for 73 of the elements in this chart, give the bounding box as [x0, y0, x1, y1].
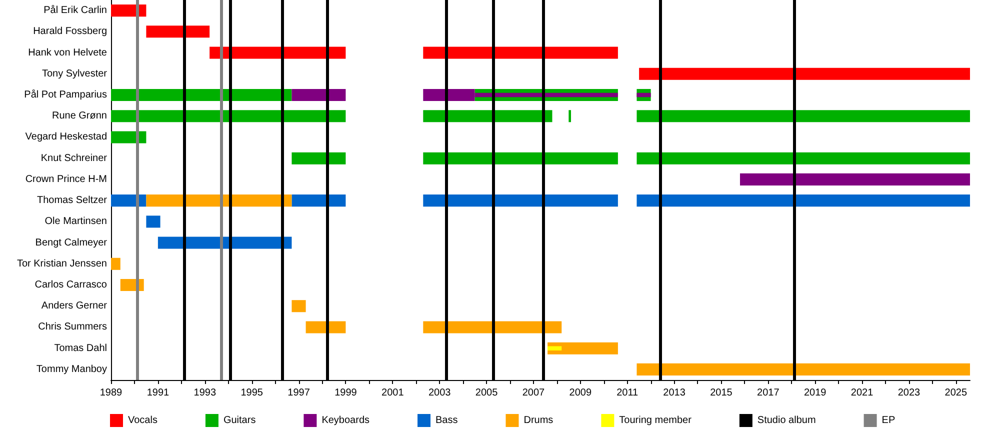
- x-tick-label: 1991: [146, 388, 170, 398]
- y-tick-label: Carlos Carrasco: [34, 280, 108, 290]
- y-tick-label: Tommy Manboy: [36, 364, 107, 375]
- x-tick-label: 1989: [100, 388, 123, 398]
- x-tick-label: 2021: [850, 388, 874, 398]
- x-tick-label: 2011: [616, 388, 639, 398]
- y-tick-label: Tony Sylvester: [42, 68, 108, 80]
- y-tick-label: Tor Kristian Jenssen: [16, 258, 107, 270]
- y-tick-label: Vegard Heskestad: [25, 132, 107, 143]
- legend-label: Drums: [524, 415, 554, 426]
- y-tick-label: Ole Martinsen: [44, 216, 107, 228]
- y-tick-label: Pål Pot Pamparius: [24, 88, 107, 100]
- x-tick-label: 2001: [382, 388, 404, 398]
- bar: [636, 110, 970, 122]
- bar: [636, 194, 970, 207]
- x-tick-label: 2009: [569, 388, 592, 398]
- legend-label: Guitars: [223, 415, 256, 426]
- bar: [636, 152, 970, 164]
- bar: [146, 194, 292, 207]
- x-tick-label: 1997: [288, 388, 310, 398]
- legend-label: EP: [882, 415, 896, 426]
- bar: [636, 92, 651, 98]
- bar: [548, 342, 618, 354]
- y-tick-label: Anders Gerner: [41, 300, 108, 312]
- y-tick-label: Rune Grønn: [52, 110, 107, 122]
- bar: [548, 346, 562, 350]
- y-tick-label: Tomas Dahl: [54, 342, 107, 354]
- y-tick-label: Hank von Helvete: [28, 47, 108, 58]
- bar: [146, 26, 210, 38]
- legend-label: Touring member: [619, 415, 692, 426]
- bar: [292, 88, 346, 102]
- bar: [568, 110, 572, 122]
- bar: [306, 321, 346, 334]
- bar: [292, 152, 346, 164]
- bar: [111, 110, 346, 122]
- y-tick-label: Pål Erik Carlin: [44, 4, 107, 16]
- x-tick-label: 1993: [194, 388, 216, 398]
- bar: [423, 46, 618, 59]
- y-tick-label: Knut Schreiner: [40, 152, 108, 164]
- legend-label: Keyboards: [322, 415, 370, 426]
- bar: [292, 194, 346, 207]
- x-tick-label: 2019: [804, 388, 827, 398]
- x-tick-label: 2017: [757, 388, 780, 398]
- y-tick-label: Harald Fossberg: [33, 26, 107, 38]
- y-tick-label: Chris Summers: [38, 322, 107, 333]
- bar: [423, 321, 562, 334]
- bar: [146, 216, 160, 228]
- x-tick-label: 1995: [240, 388, 264, 398]
- bar: [423, 152, 618, 164]
- x-tick-label: 2015: [710, 388, 733, 398]
- x-tick-label: 2007: [522, 388, 546, 398]
- legend-label: Vocals: [128, 415, 158, 426]
- x-tick-label: 2003: [428, 388, 452, 398]
- x-tick-label: 2023: [898, 388, 921, 398]
- bar: [292, 300, 306, 312]
- bar: [740, 173, 970, 186]
- y-tick-label: Bengt Calmeyer: [35, 237, 108, 248]
- bar: [423, 194, 618, 207]
- bar: [111, 88, 292, 102]
- bar: [111, 258, 120, 270]
- legend-label: Studio album: [757, 415, 816, 426]
- x-tick-label: 2013: [663, 388, 686, 398]
- bar: [111, 131, 146, 144]
- y-tick-label: Thomas Seltzer: [36, 195, 108, 206]
- x-tick-label: 1999: [334, 388, 358, 398]
- x-tick-label: 2005: [475, 388, 498, 398]
- bar: [639, 68, 970, 80]
- legend-label: Bass: [436, 415, 458, 426]
- bar: [423, 110, 552, 122]
- x-tick-label: 2025: [944, 388, 968, 398]
- bar: [636, 363, 970, 376]
- y-tick-label: Crown Prince H-M: [25, 174, 107, 185]
- bar: [158, 236, 292, 249]
